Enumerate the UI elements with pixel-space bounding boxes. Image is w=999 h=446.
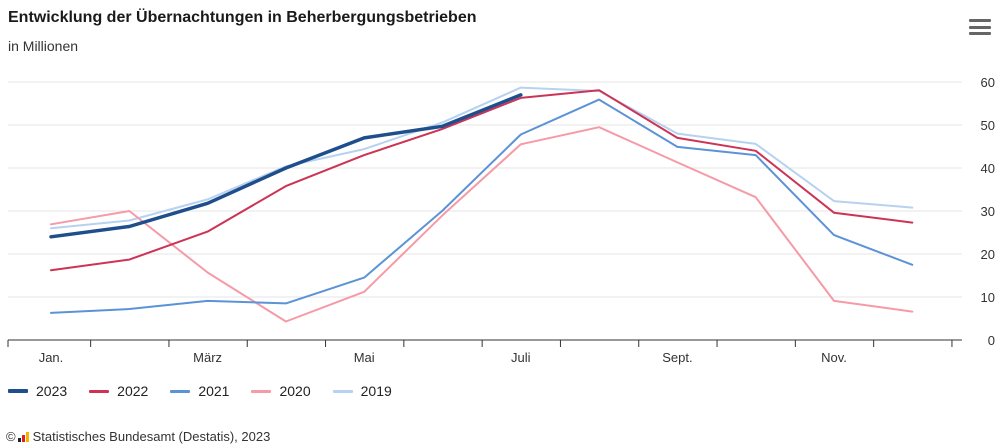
x-tick-label: März (193, 350, 222, 365)
legend-label: 2022 (117, 383, 149, 399)
legend-item-2019[interactable]: 2019 (332, 383, 392, 399)
series-line-2019 (50, 86, 914, 230)
y-tick-label: 40 (981, 161, 995, 176)
x-tick-label: Sept. (662, 350, 692, 365)
source-text: Statistisches Bundesamt (Destatis), 2023 (32, 429, 271, 444)
legend-swatch (251, 389, 272, 393)
legend-item-2020[interactable]: 2020 (251, 383, 311, 399)
y-tick-label: 0 (988, 333, 995, 348)
legend-label: 2019 (360, 383, 392, 399)
hamburger-menu-icon[interactable] (969, 19, 991, 35)
series-line-2022 (50, 89, 914, 272)
y-tick-label: 60 (981, 75, 995, 90)
source-credit: © Statistisches Bundesamt (Destatis), 20… (6, 429, 270, 444)
copyright-symbol: © (6, 429, 16, 444)
legend-swatch (332, 389, 353, 393)
y-tick-label: 30 (981, 204, 995, 219)
series-line-2023 (49, 93, 523, 239)
x-tick-label: Jan. (39, 350, 64, 365)
legend-swatch (8, 389, 28, 393)
legend-item-2022[interactable]: 2022 (89, 383, 148, 399)
destatis-logo-icon (17, 431, 30, 442)
legend-label: 2020 (279, 383, 311, 399)
legend-label: 2023 (36, 383, 68, 399)
y-tick-label: 50 (981, 118, 995, 133)
series-line-2021 (50, 98, 914, 314)
chart-subtitle: in Millionen (8, 38, 79, 54)
legend-item-2021[interactable]: 2021 (170, 383, 229, 399)
legend-swatch (89, 389, 110, 393)
series-line-2020 (50, 126, 914, 323)
line-chart: 0 10 20 30 40 50 60 Jan. März Mai Juli Sept. Nov. (7, 75, 995, 365)
chart-legend: 2023 2022 2021 2020 2019 (8, 383, 414, 399)
legend-swatch (170, 389, 191, 393)
x-tick-label: Mai (354, 350, 375, 365)
y-tick-label: 10 (981, 290, 995, 305)
legend-label: 2021 (198, 383, 230, 399)
x-tick-label: Nov. (821, 350, 847, 365)
x-tick-label: Juli (511, 350, 531, 365)
legend-item-2023[interactable]: 2023 (8, 383, 67, 399)
chart-title: Entwicklung der Übernachtungen in Beherb… (8, 9, 477, 26)
y-tick-label: 20 (981, 247, 995, 262)
